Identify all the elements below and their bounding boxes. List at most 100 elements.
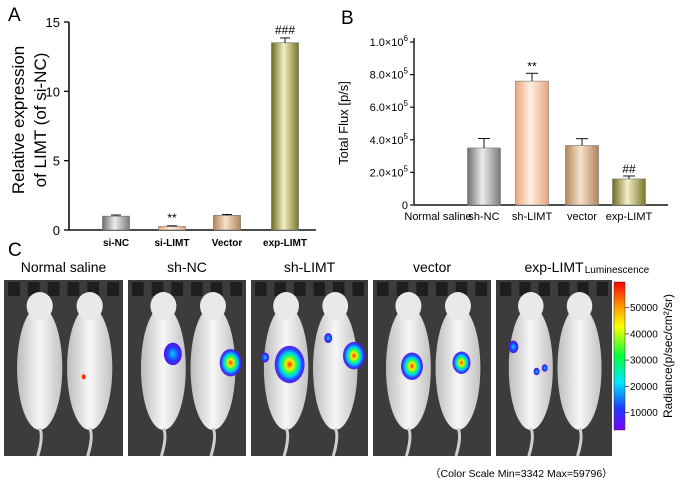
chart-a-bar-vector [213, 215, 241, 231]
chart-a-category-label: exp-LIMT [263, 238, 307, 249]
colorbar-tick-label: 20000 [630, 382, 658, 393]
mouse-tail [282, 427, 290, 457]
mouse-tail [209, 427, 217, 457]
chart-a-bar-exp-limt [271, 42, 299, 231]
chart-a-category-label: si-NC [103, 238, 129, 249]
holder-slot [558, 282, 570, 296]
chart-b-ytick-label: 1.0×106 [370, 34, 409, 49]
mouse-head [518, 292, 544, 320]
mouse-body [313, 306, 358, 430]
chart-b: Total Flux [p/s] 0 2.0×105 4.0×105 6.0×105 8… [336, 34, 668, 223]
bioluminescence-signal [508, 340, 519, 354]
holder-slot [27, 282, 40, 296]
color-scale-note: （Color Scale Min=3342 Max=59796） [430, 468, 613, 480]
holder-slot [47, 282, 60, 296]
holder-slot [396, 282, 409, 296]
imaging-group-title: Normal saline [21, 259, 107, 275]
holder-slot [171, 282, 183, 296]
mouse-tail [404, 427, 412, 457]
colorbar-tick-label: 10000 [630, 408, 658, 419]
colorbar-tick-label: 30000 [630, 356, 658, 367]
holder-slot [416, 282, 428, 296]
chart-a-ylabel-line1: Relative expression [9, 46, 28, 194]
chart-a: Relative expression of LIMT (of si-NC) 0… [9, 15, 316, 249]
chart-a-significance: ### [275, 23, 295, 37]
mouse-body [508, 306, 553, 430]
chart-b-category-label: vector [567, 211, 597, 223]
imaging-panel: Normal saline sh-NC sh-LIMT vector exp-LIMT [4, 259, 612, 457]
bioluminescence-signal [533, 367, 540, 376]
colorbar: Luminescence Radiance(p/sec/cm²/sr) 5000… [585, 265, 675, 431]
mouse-body [17, 306, 63, 430]
mouse-tail [576, 427, 583, 457]
bioluminescence-signal [541, 364, 548, 372]
colorbar-gradient [613, 281, 626, 431]
bioluminescence-signal [163, 342, 182, 366]
holder-slot [475, 282, 487, 296]
mouse-tail [527, 427, 534, 457]
mouse-tail [331, 427, 339, 457]
chart-a-ytick-label: 5 [53, 154, 60, 169]
chart-b-bar [612, 178, 646, 206]
panel-label-c: C [8, 240, 22, 261]
holder-slot [352, 282, 364, 296]
chart-b-category-label: sh-NC [468, 211, 499, 223]
holder-slot [455, 282, 468, 296]
chart-a-ylabel-line2: of LIMT (of si-NC) [31, 53, 50, 188]
chart-b-ytick-label: 2.0×105 [370, 164, 409, 179]
chart-a-bar-si-limt [158, 226, 186, 231]
chart-b-category-label: Normal saline [404, 211, 471, 223]
holder-slot [500, 282, 512, 296]
panel-label-a: A [8, 5, 21, 26]
mouse-head [566, 292, 593, 320]
colorbar-tick-label: 40000 [630, 329, 658, 340]
chart-b-ytick-label: 4.0×105 [370, 132, 409, 147]
chart-a-ytick-label: 0 [53, 223, 60, 238]
chart-a-category-label: Vector [212, 238, 243, 249]
holder-slot [519, 282, 531, 296]
mouse-body [140, 306, 186, 430]
holder-slot [377, 282, 389, 296]
mouse-head [26, 292, 53, 320]
holder-slot [230, 282, 242, 296]
mouse-tail [36, 427, 43, 457]
panel-label-b: B [341, 8, 354, 29]
mouse-head [273, 292, 299, 320]
chart-b-ytick-label: 6.0×105 [370, 99, 409, 114]
holder-slot [191, 282, 203, 296]
bioluminescence-signal [400, 352, 423, 380]
holder-slot [151, 282, 164, 296]
holder-slot [333, 282, 345, 296]
mouse-tail [454, 427, 462, 457]
bioluminescence-signal [324, 333, 333, 344]
chart-a-ytick-label: 15 [46, 15, 60, 30]
imaging-group-panel: sh-LIMT [251, 259, 368, 457]
imaging-group-title: vector [413, 259, 451, 275]
imaging-group-panel: sh-NC [128, 259, 246, 457]
mouse-body [557, 306, 602, 430]
holder-slot [294, 282, 306, 296]
holder-slot [8, 282, 20, 296]
imaging-group-title: sh-LIMT [284, 259, 336, 275]
colorbar-tick-label: 50000 [630, 303, 658, 314]
chart-b-bar [515, 80, 549, 206]
colorbar-title: Luminescence [585, 265, 650, 276]
chart-b-category-label: exp-LIMT [606, 211, 653, 223]
chart-a-ytick-label: 10 [46, 84, 60, 99]
holder-slot [596, 282, 608, 296]
chart-b-bar [565, 145, 599, 206]
holder-slot [274, 282, 286, 296]
chart-b-category-label: sh-LIMT [512, 211, 553, 223]
chart-a-bar-si-nc [102, 215, 130, 231]
mouse-body [190, 306, 236, 430]
mouse-tail [86, 427, 93, 457]
imaging-group-panel: Normal saline [4, 259, 123, 457]
holder-slot [577, 282, 589, 296]
bioluminescence-signal [261, 352, 270, 363]
holder-slot [255, 282, 267, 296]
holder-slot [67, 282, 80, 296]
mouse-body [67, 306, 113, 430]
chart-b-ytick-label: 8.0×105 [370, 67, 409, 82]
bioluminescence-signal [274, 345, 305, 384]
